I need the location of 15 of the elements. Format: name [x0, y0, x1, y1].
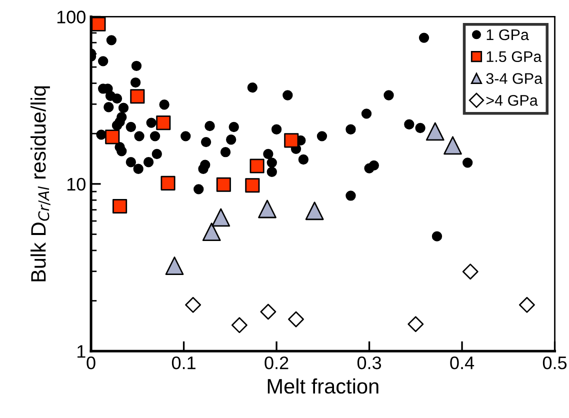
x-axis-title: Melt fraction: [268, 378, 378, 394]
legend-label: >4 GPa: [486, 94, 538, 106]
legend-label: 3-4 GPa: [486, 73, 543, 84]
x-tick-label: 0: [86, 356, 96, 370]
y-tick-label: 100: [57, 10, 86, 24]
x-tick-label: 0.1: [172, 356, 196, 370]
legend-label: 1.5 GPa: [486, 51, 542, 62]
y-axis-title: Bulk D$_{Cr/Al}$ residue/liq: [30, 86, 50, 282]
x-tick-label: 0.3: [357, 356, 382, 370]
x-tick-label: 0.4: [450, 356, 474, 370]
x-tick-label: 0.2: [264, 356, 288, 370]
y-tick-label: 10: [67, 178, 86, 191]
y-tick-label: 1: [78, 345, 86, 358]
x-tick-label: 0.5: [542, 356, 567, 370]
legend-label: 1 GPa: [486, 29, 529, 40]
